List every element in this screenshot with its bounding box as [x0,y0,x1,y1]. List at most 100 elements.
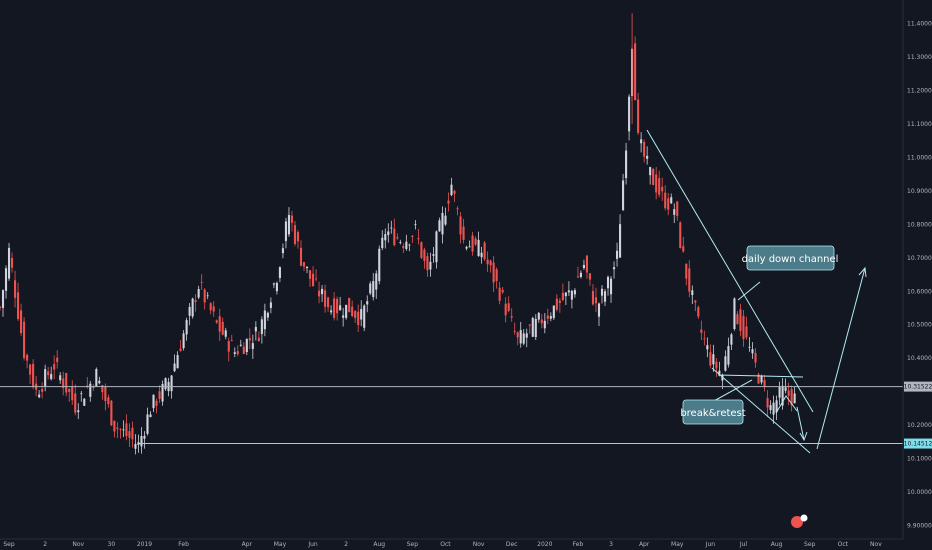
callout-retest-text: break&retest [680,408,745,419]
candle-body [709,352,712,366]
candle-body [44,369,47,387]
candle-body [324,290,327,307]
candle-body [561,292,564,301]
candle-body [706,345,709,350]
candle-body [194,300,197,302]
candle-body [417,238,420,240]
x-tick-label: Sep [407,541,419,548]
candle-body [751,349,754,354]
candle-body [570,290,573,300]
callout-pointer-daily [737,281,761,301]
candle-body [110,400,113,426]
projection-down-line[interactable] [796,406,805,441]
candle-body [519,330,522,344]
x-tick-label: May [671,541,684,548]
candle-body [540,319,543,324]
x-tick-label: 2020 [537,541,552,548]
retest-path[interactable] [775,395,798,414]
candle-body [727,346,730,365]
x-tick-label: Nov [72,541,84,548]
candle-body [140,436,143,447]
level-price-tag [904,438,932,449]
candle-body [646,155,649,159]
candle-body [766,398,769,408]
candle-body [17,292,20,319]
candle-body [685,263,688,279]
candle-body [224,330,227,337]
candle-body [122,429,125,431]
candle-body [318,290,321,297]
candle-body [700,329,703,333]
candle-body [615,250,619,259]
candle-body [772,402,775,415]
candle-body [528,324,531,326]
candle-body [197,289,200,298]
y-tick-label: 11.30000 [907,54,932,61]
candle-body [507,303,510,311]
candle-body [516,332,519,338]
candle-body [763,380,766,387]
alert-icon[interactable] [791,514,808,529]
candle-body [757,374,760,384]
candle-body [185,320,188,335]
candle-body [399,242,402,243]
candle-body [387,231,390,236]
candle-body [640,139,643,144]
channel-lower-line[interactable] [711,367,811,454]
x-tick-label: 3 [609,541,613,548]
candle-body [74,393,77,413]
x-axis[interactable]: Sep 2 Nov 30 2019 Feb Apr May Jun 2 Aug Sep Oct Nov De… [0,538,903,548]
candle-body [209,303,212,311]
candle-body [525,333,528,338]
candle-body [134,443,137,449]
candle-body [622,180,625,211]
candle-body [152,394,155,409]
candle-body [489,260,492,266]
projection-up-arrowhead [858,266,867,278]
candle-body [441,212,444,235]
x-tick-label: Jul [739,541,748,548]
y-tick-label: 10.10000 [907,456,932,463]
candle-body [582,264,585,269]
candle-body [429,261,432,270]
candle-body [348,297,351,313]
candle-body [164,378,167,390]
candle-body [233,352,236,354]
retest-level-line[interactable] [717,374,804,378]
y-tick-label: 10.70000 [907,255,932,262]
candle-body [260,319,263,335]
projection-up-line[interactable] [816,267,866,450]
candle-body [426,256,429,271]
y-tick-label: 10.90000 [907,188,932,195]
candle-body [305,266,309,269]
candle-body [239,344,242,346]
callout-break-retest[interactable]: break&retest [680,399,746,425]
channel-upper-line[interactable] [646,129,814,413]
y-axis[interactable]: 11.40000 11.30000 11.20000 11.10000 11.00000… [902,0,932,539]
candle-body [381,237,384,249]
candle-body [191,298,194,317]
candle-body [790,388,793,406]
candle-body [170,375,173,392]
candle-body [278,267,281,278]
candle-body [435,231,438,263]
candle-body [606,276,610,289]
x-tick-label: Jun [705,541,716,548]
candle-body [354,311,357,318]
candle-body [10,257,14,268]
candle-body [390,227,393,229]
candle-body [736,314,739,325]
candle-body [664,192,667,209]
candle-body [396,237,399,239]
candle-body [158,391,161,399]
candle-body [450,184,453,196]
x-tick-label: Feb [178,541,189,548]
candle-body [594,297,598,304]
candle-body [236,351,239,355]
callout-daily-down-channel[interactable]: daily down channel [742,245,839,271]
y-tick-label: 11.00000 [907,154,932,161]
candle-body [498,287,501,301]
candle-body [414,224,417,225]
candle-body [477,239,480,257]
